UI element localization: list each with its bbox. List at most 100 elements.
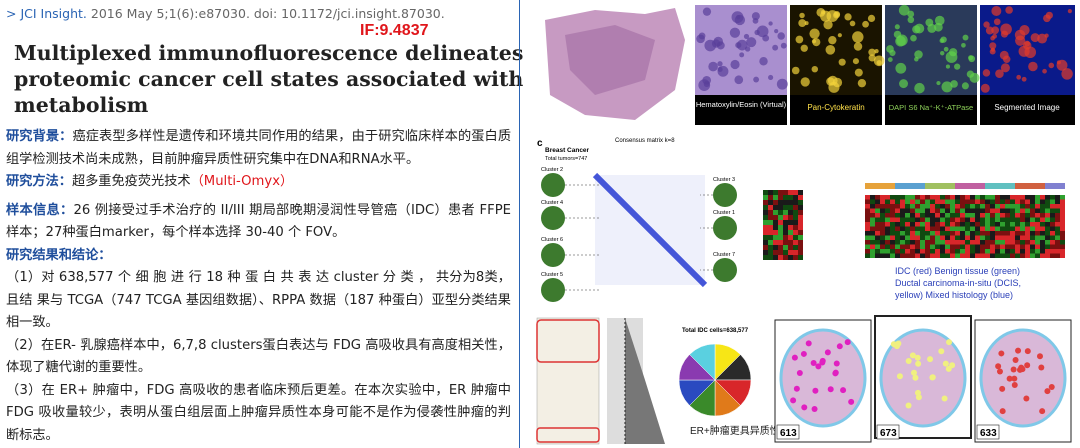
heat-cell	[950, 195, 955, 200]
section-text: 癌症表型多样性是遗传和环境共同作用的结果，由于研究临床样本的蛋白质组学检测技术尚…	[6, 129, 512, 167]
heat-cell	[1040, 235, 1045, 240]
cell	[940, 51, 945, 56]
cell	[886, 45, 894, 53]
heat-cell	[1060, 204, 1065, 209]
heat-cell	[915, 195, 920, 200]
heat-cell	[980, 208, 985, 213]
panel-label: Pan-Cytokeratin	[807, 103, 864, 112]
label-bg	[695, 95, 787, 125]
cell	[777, 32, 785, 40]
result-item: （3）在 ER+ 肿瘤中，FDG 高吸收的患者临床预后更差。在本次实验中，ER …	[6, 382, 511, 443]
heat-cell	[1045, 204, 1050, 209]
heat-cell	[875, 199, 880, 204]
cluster-band	[920, 183, 925, 189]
heat-cell	[945, 222, 950, 227]
cell	[1056, 60, 1061, 65]
heat-cell	[1035, 217, 1040, 222]
heat-cell	[870, 195, 875, 200]
heat-cell	[970, 204, 975, 209]
heat-cell	[1000, 217, 1005, 222]
heat-cell	[895, 253, 900, 258]
heat-cell	[975, 226, 980, 231]
heat-cell	[935, 240, 940, 245]
heat-cell	[995, 249, 1000, 254]
heat-cell	[965, 249, 970, 254]
heat-cell	[975, 231, 980, 236]
heat-cell	[995, 217, 1000, 222]
heat-cell	[965, 222, 970, 227]
heat-cell	[1020, 217, 1025, 222]
cell	[825, 44, 836, 55]
cell	[934, 22, 943, 32]
heat-cell	[960, 217, 965, 222]
heat-cell	[990, 222, 995, 227]
heat-cell	[995, 231, 1000, 236]
heat-cell	[1040, 217, 1045, 222]
heat-cell	[995, 208, 1000, 213]
pie-slice	[689, 343, 716, 381]
heat-cell	[930, 249, 935, 254]
heat-cell	[1015, 222, 1020, 227]
heat-cell	[955, 204, 960, 209]
cell	[703, 81, 710, 88]
heat-cell	[885, 222, 890, 227]
heat-cell	[1015, 208, 1020, 213]
heat-cell	[910, 235, 915, 240]
heat-cell	[965, 195, 970, 200]
pie-title: Total IDC cells=638,577	[682, 328, 749, 334]
heat-cell	[793, 245, 798, 250]
heat-cell	[995, 226, 1000, 231]
heat-cell	[1020, 195, 1025, 200]
cell	[1061, 68, 1073, 80]
heat-cell	[880, 217, 885, 222]
heat-cell	[965, 217, 970, 222]
heat-cell	[1005, 244, 1010, 249]
heat-cell	[1030, 195, 1035, 200]
core-dot	[998, 350, 1005, 357]
cell	[876, 60, 882, 66]
heat-cell	[990, 217, 995, 222]
heat-cell	[1045, 244, 1050, 249]
cluster-pie	[541, 206, 565, 230]
cluster-pie	[541, 243, 565, 267]
heat-cell	[1015, 253, 1020, 258]
heat-cell	[945, 217, 950, 222]
heat-cell	[900, 253, 905, 258]
heat-cell	[935, 204, 940, 209]
heat-cell	[935, 208, 940, 213]
cell	[753, 76, 760, 83]
cell	[992, 33, 997, 39]
heat-cell	[870, 235, 875, 240]
cell	[962, 34, 969, 41]
heat-cell	[925, 244, 930, 249]
heat-cell	[920, 213, 925, 218]
heat-cell	[905, 195, 910, 200]
cluster-band	[940, 183, 945, 189]
heat-cell	[905, 204, 910, 209]
heat-cell	[1030, 222, 1035, 227]
heat-cell	[783, 250, 788, 255]
heat-cell	[865, 253, 870, 258]
heat-cell	[788, 255, 793, 260]
cell	[837, 33, 842, 38]
heat-cell	[950, 204, 955, 209]
cluster-band	[1020, 183, 1025, 189]
heat-cell	[960, 195, 965, 200]
heat-cell	[798, 230, 803, 235]
heat-cell	[773, 190, 778, 195]
heat-cell	[798, 245, 803, 250]
heat-cell	[885, 208, 890, 213]
heat-cell	[768, 245, 773, 250]
heat-cell	[925, 208, 930, 213]
heat-cell	[915, 249, 920, 254]
heat-cell	[1050, 213, 1055, 218]
cell	[936, 81, 941, 86]
core-dot	[1010, 366, 1017, 373]
heat-cell	[925, 240, 930, 245]
cell	[791, 66, 800, 75]
heat-cell	[920, 240, 925, 245]
section-highlight: （Multi-Omyx）	[190, 174, 294, 189]
heat-cell	[1000, 253, 1005, 258]
cell	[852, 31, 864, 43]
heat-cell	[783, 240, 788, 245]
